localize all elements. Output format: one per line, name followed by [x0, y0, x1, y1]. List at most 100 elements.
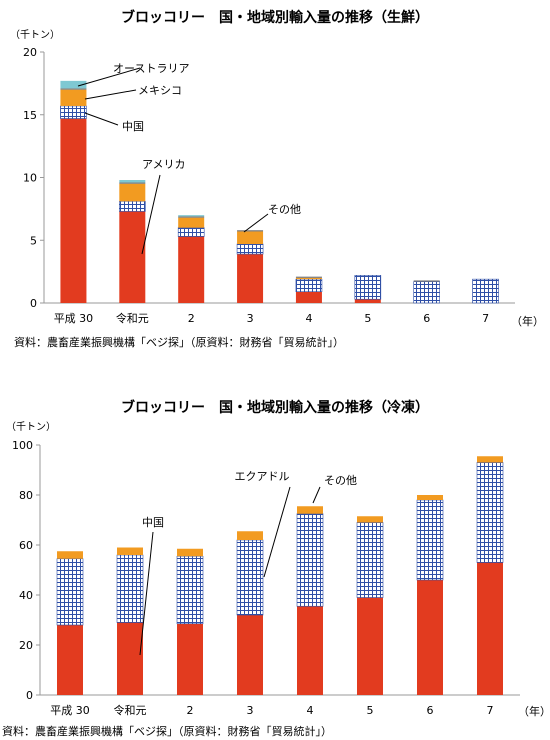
x-tick-label: 3	[247, 312, 254, 325]
callout-leader-line	[84, 112, 119, 126]
bar-segment	[295, 278, 323, 293]
bar-segment	[60, 105, 87, 119]
bar-segment	[477, 456, 503, 463]
y-tick-label: 0	[30, 297, 37, 310]
y-tick-label: 15	[23, 109, 37, 122]
bar-segment	[178, 216, 205, 218]
bar-segment	[297, 606, 323, 695]
bar-segment	[297, 506, 323, 514]
bar-segment	[178, 215, 205, 217]
bar-segment	[237, 231, 264, 245]
bar-segment	[57, 625, 83, 695]
bar-segment	[477, 562, 503, 695]
callout-label: その他	[324, 474, 357, 487]
x-tick-label: 5	[367, 704, 374, 717]
y-unit-label: （千トン）	[6, 421, 56, 433]
bar-segment	[176, 555, 204, 625]
bar-segment	[413, 280, 440, 282]
bar-segment	[416, 499, 444, 581]
bar-segment	[295, 291, 322, 303]
callout-leader-line	[243, 213, 269, 233]
bar-segment	[417, 495, 443, 500]
bar-segment	[237, 615, 263, 695]
x-tick-label: 令和元	[114, 703, 147, 717]
bar-segment	[60, 89, 87, 106]
chart-title: ブロッコリー 国・地域別輸入量の推移（冷凍）	[121, 399, 429, 416]
callout-leader-line	[312, 486, 321, 504]
bar-segment	[417, 580, 443, 695]
y-tick-label: 60	[19, 539, 33, 552]
y-tick-label: 40	[19, 589, 33, 602]
bar-segment	[119, 201, 146, 212]
bar-segment	[354, 275, 382, 300]
callout-leader-line	[139, 531, 154, 656]
bar-segment	[295, 276, 322, 278]
bar-segment	[177, 548, 203, 557]
x-tick-label: 6	[427, 704, 434, 717]
bar-segment	[237, 254, 264, 303]
y-tick-label: 0	[26, 689, 33, 702]
bar-segment	[178, 217, 205, 228]
bar-segment	[116, 554, 144, 623]
bar-segment	[60, 88, 87, 90]
bar-segment	[119, 211, 146, 303]
x-tick-label: 7	[487, 704, 494, 717]
callout-label: 中国	[142, 516, 164, 529]
callout-leader-line	[77, 67, 141, 87]
y-tick-label: 20	[19, 639, 33, 652]
y-tick-label: 20	[23, 46, 37, 59]
bar-segment	[178, 236, 205, 303]
x-tick-label: 令和元	[116, 311, 149, 325]
bar-segment	[357, 597, 383, 695]
callout-leader-line	[141, 174, 161, 255]
bar-segment	[236, 243, 264, 255]
bar-segment	[177, 227, 205, 237]
x-tick-label: 5	[364, 312, 371, 325]
y-unit-label: （千トン）	[10, 29, 60, 41]
bar-segment	[236, 539, 264, 616]
y-tick-label: 10	[23, 172, 37, 185]
bar-segment	[56, 558, 84, 626]
x-unit-label: （年）	[518, 704, 550, 718]
callout-label: アメリカ	[142, 158, 185, 171]
callout-label: エクアドル	[235, 470, 290, 483]
bar-segment	[119, 183, 146, 202]
bar-segment	[296, 513, 324, 607]
bar-segment	[177, 623, 203, 695]
x-tick-label: 4	[307, 704, 314, 717]
bar-segment	[119, 180, 146, 183]
bar-segment	[476, 462, 504, 563]
x-tick-label: 3	[247, 704, 254, 717]
y-tick-label: 80	[19, 489, 33, 502]
x-tick-label: 4	[305, 312, 312, 325]
x-tick-label: 2	[187, 704, 194, 717]
bar-segment	[119, 182, 146, 184]
chart-frozen: ブロッコリー 国・地域別輸入量の推移（冷凍） （千トン） （年） 資料：農畜産業…	[2, 399, 550, 738]
bar-segment	[354, 299, 381, 303]
bar-segment	[472, 278, 499, 304]
source-note: 資料：農畜産業振興機構「ベジ探」（原資料：財務省「貿易統計」）	[2, 724, 332, 738]
chart-fresh: ブロッコリー 国・地域別輸入量の推移（生鮮） （千トン） （年） 資料：農畜産業…	[10, 9, 544, 349]
x-tick-label: 平成 30	[50, 704, 90, 717]
x-tick-label: 2	[188, 312, 195, 325]
chart-title: ブロッコリー 国・地域別輸入量の推移（生鮮）	[121, 9, 429, 26]
bar-segment	[295, 277, 322, 280]
bar-segment	[357, 516, 383, 523]
callout-label: メキシコ	[138, 84, 182, 97]
y-tick-label: 5	[30, 234, 37, 247]
x-tick-label: 平成 30	[54, 312, 94, 325]
bar-segment	[60, 80, 87, 89]
x-unit-label: （年）	[511, 314, 544, 328]
x-tick-label: 7	[482, 312, 489, 325]
bar-segment	[356, 522, 384, 598]
callout-label: その他	[268, 203, 301, 216]
bar-segment	[60, 118, 87, 303]
y-tick-label: 100	[12, 439, 33, 452]
bar-segment	[117, 622, 143, 695]
callout-label: 中国	[122, 120, 144, 133]
bar-segment	[57, 551, 83, 559]
bar-segment	[413, 281, 440, 304]
x-tick-label: 6	[423, 312, 430, 325]
bar-segment	[117, 547, 143, 555]
source-note: 資料：農畜産業振興機構「ベジ探」（原資料：財務省「貿易統計」）	[14, 335, 344, 349]
